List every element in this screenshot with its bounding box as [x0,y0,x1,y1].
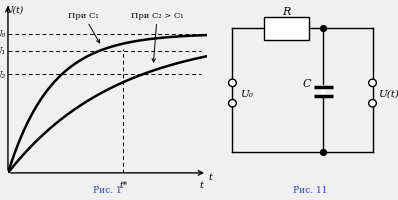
Text: Рис. 1: Рис. 1 [93,185,122,194]
Text: При C₁: При C₁ [68,12,100,44]
Text: U₀: U₀ [240,89,253,98]
Text: C: C [303,78,311,88]
Circle shape [228,80,236,87]
Text: t*: t* [119,180,127,189]
Text: При C₂ > C₁: При C₂ > C₁ [131,12,183,63]
Text: R: R [283,7,291,17]
Circle shape [320,26,326,32]
Text: Рис. 11: Рис. 11 [293,185,328,194]
Circle shape [369,80,377,87]
Text: U₁: U₁ [0,47,5,56]
Text: U₂: U₂ [0,71,5,79]
Text: U(t): U(t) [378,89,398,98]
Text: t: t [209,172,213,181]
Circle shape [369,100,377,107]
Text: t: t [199,180,203,189]
Text: U(t): U(t) [5,6,23,15]
Text: U₀: U₀ [0,30,5,39]
FancyBboxPatch shape [264,18,310,40]
Circle shape [228,100,236,107]
Circle shape [320,150,326,156]
